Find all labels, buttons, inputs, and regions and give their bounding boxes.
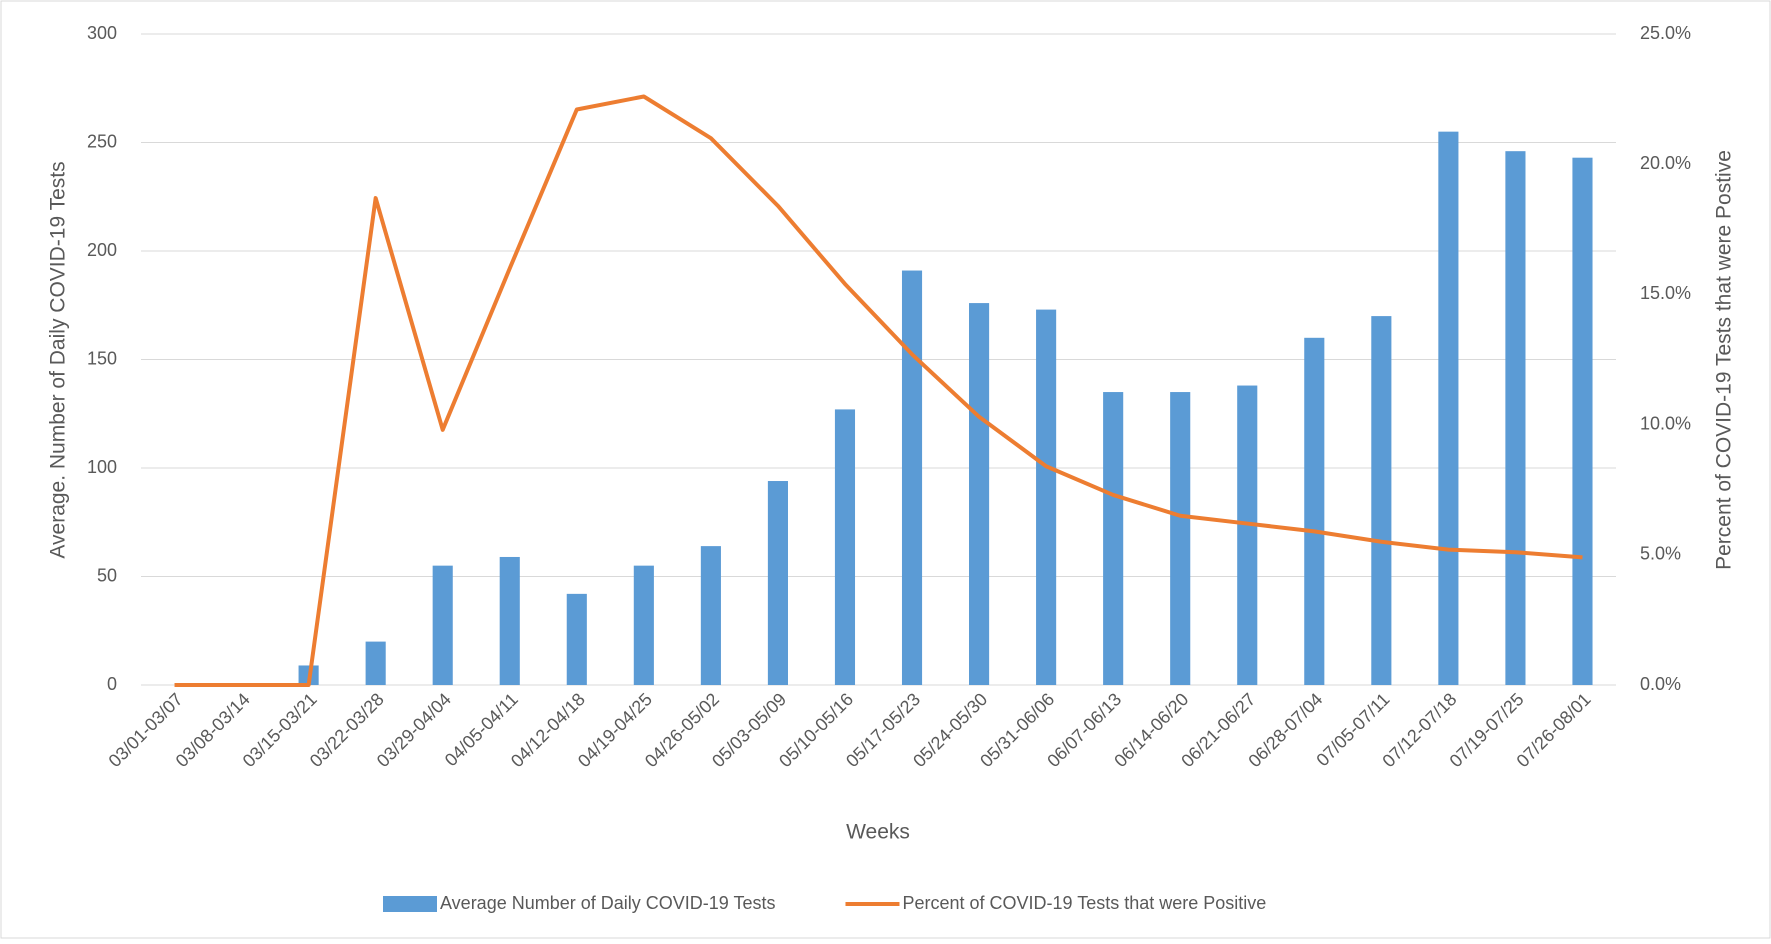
bar: [365, 641, 386, 685]
bar: [700, 546, 721, 685]
bar: [1438, 131, 1459, 685]
bar: [901, 270, 923, 685]
y2-tick-label: 15.0%: [1640, 283, 1691, 303]
y2-tick-label: 0.0%: [1640, 674, 1681, 694]
y2-tick-label: 25.0%: [1640, 23, 1691, 43]
legend-label: Average Number of Daily COVID-19 Tests: [440, 893, 775, 913]
bar: [1103, 392, 1124, 685]
bar: [633, 565, 654, 685]
bar: [566, 593, 587, 685]
bar: [499, 556, 520, 685]
bar: [969, 303, 990, 685]
bar: [1572, 157, 1593, 685]
line: [174, 94, 1583, 687]
y2-tick-label: 10.0%: [1640, 413, 1691, 433]
y-tick-label: 100: [87, 457, 117, 477]
bar: [432, 565, 453, 685]
y-axis-title: Average. Number of Daily COVID-19 Tests: [47, 161, 70, 558]
bar: [1304, 337, 1325, 685]
bar: [1505, 151, 1526, 685]
y-tick-label: 50: [97, 565, 117, 585]
y2-tick-label: 20.0%: [1640, 153, 1691, 173]
bar: [834, 409, 856, 685]
y-tick-label: 0: [107, 674, 117, 694]
bar: [767, 481, 788, 685]
y2-axis-title: Percent of COVID-19 Tests that were Post…: [1713, 150, 1736, 570]
legend-swatch: [383, 896, 437, 912]
bar: [1170, 392, 1191, 685]
bar: [1371, 316, 1392, 685]
y2-tick-label: 5.0%: [1640, 544, 1681, 564]
legend-label: Percent of COVID-19 Tests that were Posi…: [902, 893, 1266, 913]
bar: [1237, 385, 1258, 685]
x-axis-title: Weeks: [846, 821, 910, 844]
y-tick-label: 250: [87, 131, 117, 151]
bar: [1036, 309, 1057, 685]
y-tick-label: 150: [87, 348, 117, 368]
y-tick-label: 300: [87, 23, 117, 43]
y-tick-label: 200: [87, 240, 117, 260]
